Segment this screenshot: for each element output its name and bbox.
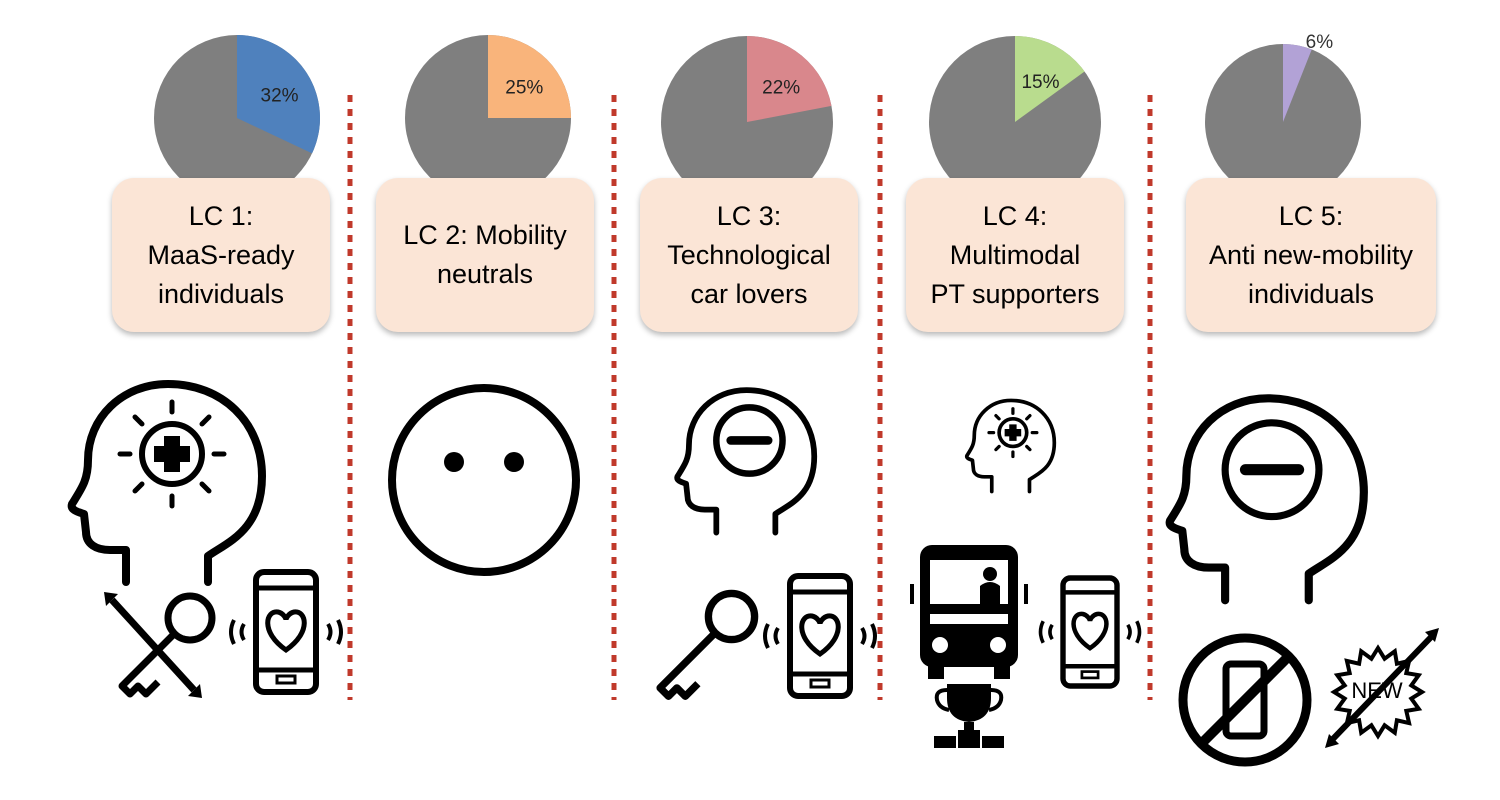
pie-3-percent-label: 22% <box>762 78 800 99</box>
phone-heart-icon <box>765 576 875 696</box>
lc3-label-line3: car lovers <box>690 278 808 309</box>
pie-5-slice <box>1283 44 1312 122</box>
lc5-label-line1: LC 5: <box>1278 200 1344 231</box>
lc2-label-box: LC 2: Mobility neutrals <box>376 178 594 332</box>
lc2-label-line2: neutrals <box>436 259 534 289</box>
lc5-label-box: LC 5: Anti new-mobility individuals <box>1186 178 1436 332</box>
dividers <box>347 95 1153 700</box>
lc1-icons <box>72 384 341 698</box>
phone-heart-icon <box>231 572 341 692</box>
trophy-icon <box>934 684 1004 748</box>
no-phone-icon <box>1178 633 1312 767</box>
pie-4-slice <box>1015 36 1085 122</box>
head-minus-icon <box>1170 398 1364 600</box>
lc5-label-line3: individuals <box>1247 278 1375 309</box>
crossed-new-badge-icon: NEW <box>1325 628 1439 748</box>
pies: 32% 25% 22% 15% 6% <box>154 32 1361 208</box>
bus-icon <box>910 545 1028 679</box>
lc5-label-line2: Anti new-mobility <box>1208 239 1414 270</box>
lc3-label-line2: Technological <box>667 239 831 270</box>
crossed-key-icon <box>104 592 212 698</box>
lc1-label-box: LC 1: MaaS-ready individuals <box>112 178 330 332</box>
pie-2-percent-label: 25% <box>505 78 543 99</box>
pie-4-percent-label: 15% <box>1021 72 1059 93</box>
neutral-face-icon <box>388 384 580 576</box>
lc4-label-box: LC 4: Multimodal PT supporters <box>906 178 1124 332</box>
lc3-icons <box>660 390 875 696</box>
pie-1-percent-label: 32% <box>261 86 299 107</box>
lc3-label-line1: LC 3: <box>716 200 782 231</box>
head-plus-icon <box>72 384 262 582</box>
lc3-label-box: LC 3: Technological car lovers <box>640 178 858 332</box>
pie-2-slice <box>488 35 571 118</box>
lc2-label-line1: LC 2: Mobility <box>403 220 567 250</box>
lc4-icons <box>910 398 1140 748</box>
pie-5-percent-label: 6% <box>1306 32 1334 53</box>
phone-heart-icon <box>1041 578 1140 686</box>
lc2-icons <box>388 384 580 576</box>
key-icon <box>660 593 755 696</box>
lc1-label-line1: LC 1: <box>188 200 254 231</box>
pie-3-slice <box>747 36 832 122</box>
lc1-label-line2: MaaS-ready <box>147 239 295 270</box>
head-plus-icon <box>964 398 1057 494</box>
lc4-label-line1: LC 4: <box>982 200 1048 231</box>
pie-1-slice <box>237 35 320 154</box>
lc4-label-line3: PT supporters <box>930 278 1100 309</box>
lc4-label-line2: Multimodal <box>949 239 1081 270</box>
head-minus-icon <box>677 390 814 533</box>
lc5-icons: NEW <box>1170 398 1439 767</box>
lc1-label-line3: individuals <box>157 278 285 309</box>
